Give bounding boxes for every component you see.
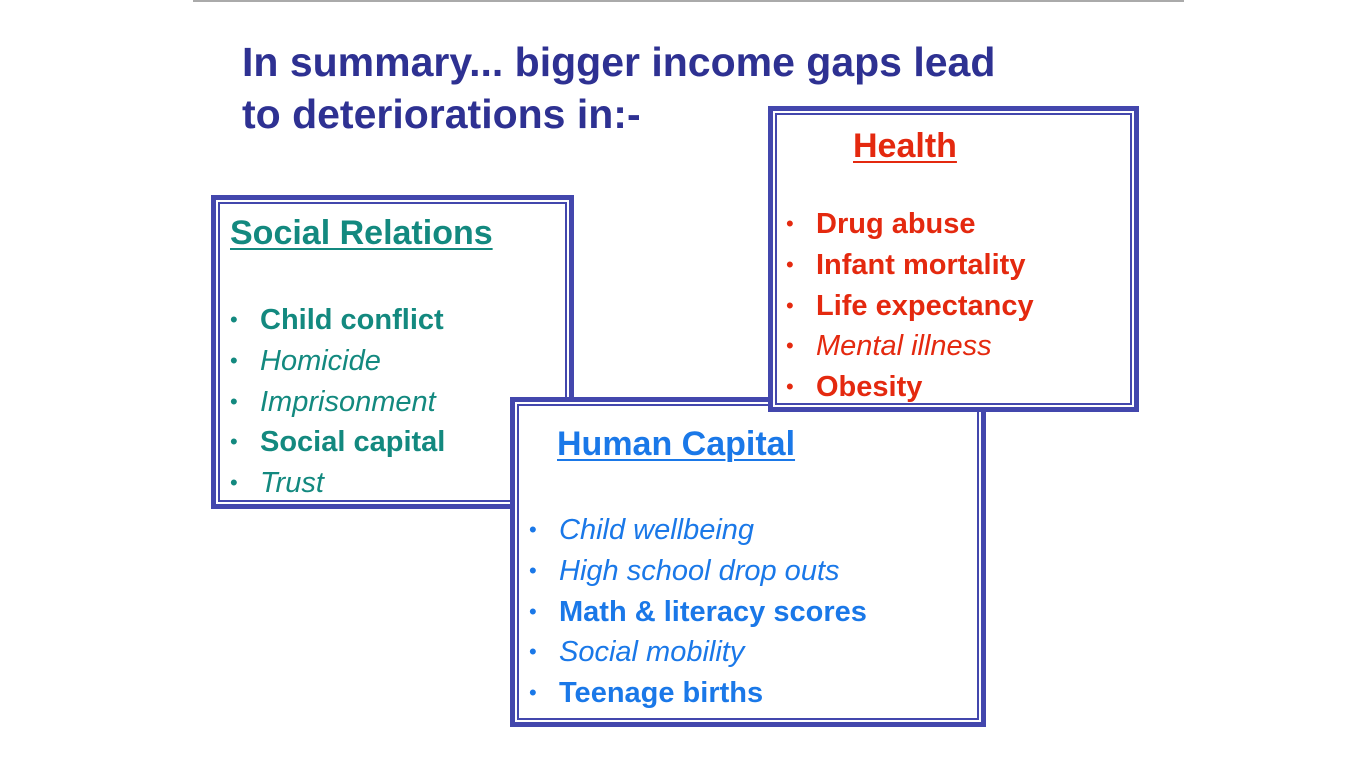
bullet-icon: • bbox=[786, 374, 794, 400]
list-item: • Social mobility bbox=[529, 632, 867, 673]
bullet-icon: • bbox=[529, 557, 537, 583]
bullet-icon: • bbox=[786, 251, 794, 277]
bullet-icon: • bbox=[786, 333, 794, 359]
list-item-label: Social capital bbox=[260, 426, 446, 459]
human-capital-heading: Human Capital bbox=[557, 425, 796, 463]
list-item: • Homicide bbox=[230, 341, 445, 382]
list-item-label: Mental illness bbox=[816, 330, 992, 363]
list-item-label: Child wellbeing bbox=[559, 514, 755, 546]
list-item-label: High school drop outs bbox=[559, 554, 840, 587]
list-item-label: Homicide bbox=[260, 344, 381, 377]
list-item: • Math & literacy scores bbox=[529, 592, 867, 633]
list-item-label: Life expectancy bbox=[816, 289, 1034, 322]
bullet-icon: • bbox=[230, 429, 238, 455]
human-capital-box: Human Capital • Child wellbeing • High scho… bbox=[510, 397, 986, 727]
list-item: • Child conflict bbox=[230, 300, 445, 341]
list-item-label: Teenage births bbox=[559, 677, 764, 710]
bullet-icon: • bbox=[230, 470, 238, 496]
bullet-icon: • bbox=[230, 388, 238, 414]
bullet-icon: • bbox=[230, 347, 238, 373]
list-item-label: Social mobility bbox=[559, 636, 745, 669]
health-list: • Drug abuse • Infant mortality • Life expect… bbox=[786, 204, 1034, 408]
list-item: • Drug abuse bbox=[786, 204, 1034, 245]
bullet-icon: • bbox=[529, 639, 537, 665]
bullet-icon: • bbox=[529, 598, 537, 624]
social-relations-heading: Social Relations bbox=[230, 214, 493, 252]
list-item: • Imprisonment bbox=[230, 382, 445, 423]
bullet-icon: • bbox=[786, 292, 794, 318]
list-item-label: Trust bbox=[260, 467, 324, 500]
list-item: • Social capital bbox=[230, 422, 445, 463]
title-line-2: to deteriorations in:- bbox=[242, 91, 641, 137]
title-line-1: In summary... bigger income gaps lead bbox=[242, 39, 996, 85]
health-box: Health • Drug abuse • Infant mortality • Life… bbox=[768, 106, 1139, 412]
bullet-icon: • bbox=[529, 680, 537, 706]
list-item: • Infant mortality bbox=[786, 245, 1034, 286]
list-item: • Child wellbeing bbox=[529, 510, 867, 551]
list-item: • Mental illness bbox=[786, 326, 1034, 367]
list-item-label: Obesity bbox=[816, 371, 923, 404]
list-item: • Obesity bbox=[786, 367, 1034, 408]
list-item: • Teenage births bbox=[529, 673, 867, 714]
top-divider bbox=[193, 0, 1184, 2]
list-item: • Trust bbox=[230, 463, 445, 504]
bullet-icon: • bbox=[786, 211, 794, 236]
list-item-label: Imprisonment bbox=[260, 385, 436, 418]
list-item-label: Drug abuse bbox=[816, 208, 976, 240]
list-item: • Life expectancy bbox=[786, 286, 1034, 327]
human-capital-list: • Child wellbeing • High school drop outs • M… bbox=[529, 510, 867, 714]
bullet-icon: • bbox=[230, 307, 238, 332]
social-relations-list: • Child conflict • Homicide • Imprisonment • So… bbox=[230, 300, 445, 504]
list-item-label: Child conflict bbox=[260, 304, 444, 336]
slide-title: In summary... bigger income gaps lead to… bbox=[242, 36, 995, 140]
list-item-label: Infant mortality bbox=[816, 248, 1026, 281]
bullet-icon: • bbox=[529, 517, 537, 542]
health-heading: Health bbox=[853, 127, 957, 165]
list-item-label: Math & literacy scores bbox=[559, 595, 867, 628]
list-item: • High school drop outs bbox=[529, 551, 867, 592]
